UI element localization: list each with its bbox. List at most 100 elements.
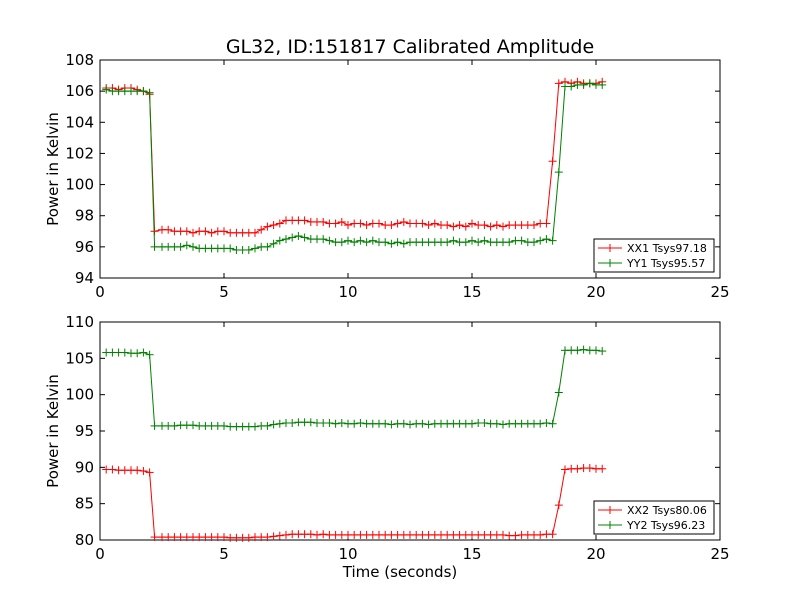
y-tick-label: 110 xyxy=(65,313,94,331)
data-point xyxy=(387,420,396,429)
y-tick-label: 100 xyxy=(65,176,94,194)
data-point xyxy=(133,349,142,358)
data-point xyxy=(331,419,340,428)
legend-entry: YY1 Tsys95.57 xyxy=(598,257,705,270)
data-point xyxy=(356,219,365,228)
data-point xyxy=(325,419,334,428)
data-point xyxy=(573,464,582,473)
data-point xyxy=(480,221,489,230)
data-point xyxy=(288,233,297,242)
data-point xyxy=(350,238,359,247)
y-tick-label: 106 xyxy=(65,82,94,100)
data-point xyxy=(418,219,427,228)
data-point xyxy=(356,419,365,428)
data-point xyxy=(554,79,563,88)
data-point xyxy=(548,157,557,166)
data-point xyxy=(145,88,154,97)
x-tick-label: 25 xyxy=(710,283,729,301)
data-point xyxy=(443,221,452,230)
data-point xyxy=(461,238,470,247)
data-point xyxy=(306,530,315,539)
data-point xyxy=(337,217,346,226)
data-point xyxy=(548,236,557,245)
y-tick-label: 108 xyxy=(65,51,94,69)
data-point xyxy=(344,221,352,230)
data-point xyxy=(263,533,272,542)
data-point xyxy=(554,501,563,510)
data-point xyxy=(443,238,452,247)
x-tick-label: 20 xyxy=(586,283,605,301)
data-point xyxy=(579,345,588,354)
data-point xyxy=(269,420,278,429)
data-point xyxy=(300,233,309,242)
y-tick-label: 98 xyxy=(75,207,94,225)
data-point xyxy=(244,245,253,254)
data-point xyxy=(220,421,228,430)
data-point xyxy=(393,238,402,247)
x-axis-label: Time (seconds) xyxy=(342,563,458,581)
data-point xyxy=(480,236,489,245)
data-point xyxy=(263,421,272,430)
data-point xyxy=(133,466,142,475)
data-point xyxy=(251,244,259,253)
data-point xyxy=(554,168,563,177)
data-point xyxy=(337,238,346,247)
data-point xyxy=(585,79,594,88)
y-tick-label: 85 xyxy=(75,495,94,513)
legend-label: YY1 Tsys95.57 xyxy=(626,257,705,270)
data-point xyxy=(220,227,228,236)
x-tick-label: 15 xyxy=(462,545,481,563)
data-point xyxy=(325,236,334,245)
top-subplot: 0 5 10 15 20 25 94 96 98 100 102 104 106 108 Power in … xyxy=(44,51,730,301)
data-point xyxy=(536,236,545,245)
data-point xyxy=(344,236,352,245)
data-point xyxy=(548,530,557,539)
data-point xyxy=(406,420,414,429)
data-point xyxy=(139,87,148,96)
data-point xyxy=(381,419,390,428)
data-point xyxy=(368,236,377,245)
data-point xyxy=(269,221,278,230)
data-point xyxy=(170,421,179,430)
y-tick-label: 94 xyxy=(75,269,94,287)
data-point xyxy=(468,236,476,245)
data-point xyxy=(536,419,545,428)
data-point xyxy=(319,217,328,226)
data-point xyxy=(567,82,576,91)
data-point xyxy=(499,222,507,231)
y-tick-label: 104 xyxy=(65,113,94,131)
data-point xyxy=(300,216,309,225)
data-point xyxy=(139,348,148,357)
y-tick-label: 95 xyxy=(75,422,94,440)
x-tick-label: 0 xyxy=(95,283,105,301)
y-axis-label: Power in Kelvin xyxy=(44,112,62,226)
data-point xyxy=(598,80,607,89)
data-point xyxy=(424,420,433,429)
data-point xyxy=(492,419,501,428)
data-point xyxy=(536,530,545,539)
data-point xyxy=(350,419,359,428)
data-point xyxy=(499,420,507,429)
y-tick-label: 80 xyxy=(75,531,94,549)
legend-label: XX2 Tsys80.06 xyxy=(627,504,707,517)
data-point xyxy=(139,466,148,475)
data-point xyxy=(182,241,191,250)
data-point xyxy=(269,532,278,541)
data-point xyxy=(468,219,476,228)
data-point xyxy=(294,231,303,240)
data-point xyxy=(598,347,607,356)
data-point xyxy=(282,530,290,539)
bottom-subplot: 0 5 10 15 20 25 80 85 90 95 100 105 110 Power in Kelv… xyxy=(44,313,730,581)
data-point xyxy=(461,222,470,231)
data-point xyxy=(275,219,284,228)
data-point xyxy=(150,421,159,430)
data-point xyxy=(399,239,408,248)
data-point xyxy=(573,346,582,355)
data-point xyxy=(418,419,427,428)
data-point xyxy=(387,239,396,248)
data-point xyxy=(251,228,259,237)
data-point xyxy=(449,236,458,245)
data-point xyxy=(449,222,458,231)
legend-entry: YY2 Tsys96.23 xyxy=(598,519,705,532)
